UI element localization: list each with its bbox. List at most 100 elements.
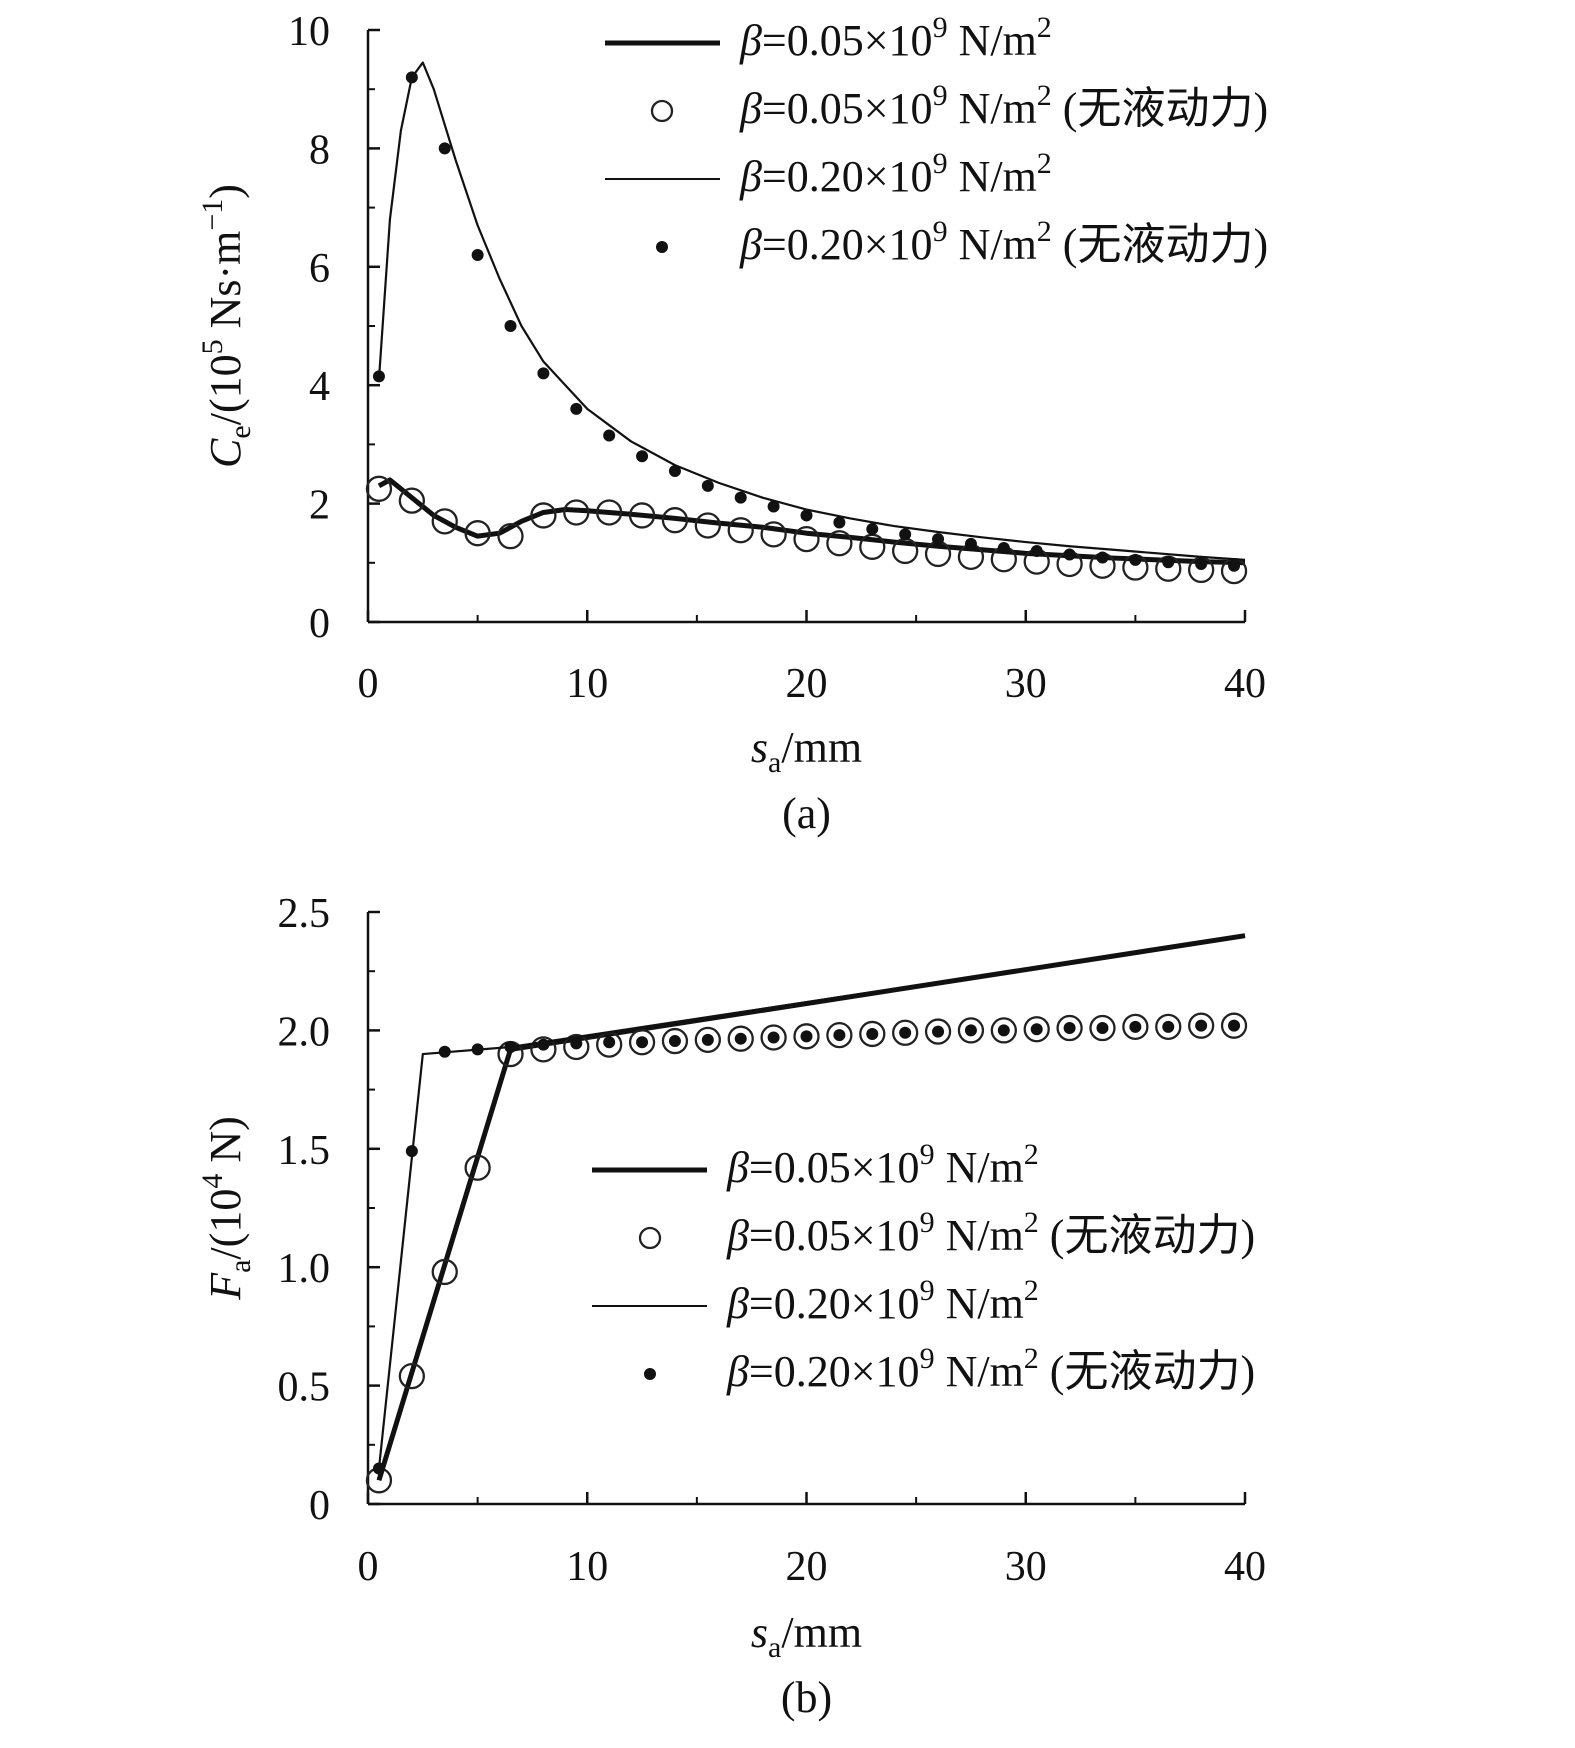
data-point-open — [596, 499, 623, 526]
data-point-open — [694, 1026, 721, 1054]
data-point-open — [530, 1036, 557, 1063]
legend-open-circle-swatch — [650, 99, 674, 123]
panel-label: (a) — [782, 789, 831, 838]
data-point-open — [661, 1027, 689, 1055]
data-point-filled — [800, 1030, 813, 1043]
data-point-filled — [603, 429, 616, 442]
data-point-filled — [1063, 548, 1076, 561]
x-tick-label: 10 — [566, 661, 608, 707]
data-point-open — [924, 1018, 952, 1045]
data-point-filled — [800, 509, 813, 522]
x-tick-label: 0 — [358, 1544, 379, 1590]
data-point-filled — [1129, 553, 1142, 566]
x-tick-label: 20 — [786, 661, 828, 707]
x-tick-label: 30 — [1005, 1544, 1047, 1590]
legend-dot-swatch — [644, 1368, 656, 1380]
y-axis-label: Fa/(104 N) — [196, 1116, 257, 1301]
data-point-filled — [405, 1145, 418, 1158]
data-point-filled — [570, 1037, 583, 1050]
x-axis-label: sa/mm — [751, 723, 862, 779]
panel-label: (b) — [781, 1673, 832, 1722]
y-tick-label: 8 — [309, 127, 330, 173]
data-point-filled — [899, 528, 912, 541]
data-point-open — [826, 1021, 853, 1049]
data-point-filled — [964, 537, 977, 550]
data-point-filled — [636, 450, 649, 463]
legend-label: β=0.05×109 N/m2 (无液动力) — [726, 1206, 1255, 1260]
data-point-filled — [1228, 559, 1241, 572]
data-point-filled — [1096, 551, 1109, 564]
x-tick-label: 20 — [786, 1544, 828, 1590]
data-point-open — [661, 507, 689, 534]
series-line — [377, 61, 1246, 561]
data-point-filled — [1195, 557, 1208, 570]
data-point-open — [694, 512, 721, 539]
data-point-open — [1089, 1014, 1116, 1042]
legend-label: β=0.05×109 N/m2 — [739, 11, 1052, 65]
data-point-filled — [932, 1025, 945, 1038]
x-tick-label: 10 — [566, 1544, 608, 1590]
data-point-filled — [636, 1036, 649, 1049]
data-point-open — [1122, 1013, 1149, 1040]
data-point-open — [563, 1033, 590, 1061]
x-tick-label: 40 — [1224, 661, 1266, 707]
data-point-filled — [866, 1027, 879, 1040]
data-point-filled — [734, 491, 747, 504]
legend: β=0.05×109 N/m2 β=0.05×109 N/m2 (无液动力) β=0… — [592, 1138, 1255, 1396]
data-point-open — [1023, 1016, 1050, 1043]
data-point-filled — [603, 1036, 616, 1049]
data-point-filled — [438, 1045, 451, 1058]
series-1 — [376, 933, 1246, 1482]
data-point-filled — [997, 1024, 1010, 1037]
data-point-open — [859, 1020, 886, 1048]
data-point-filled — [471, 248, 484, 261]
data-point-open — [990, 1017, 1017, 1044]
data-point-open — [793, 525, 820, 553]
data-point-filled — [504, 1040, 517, 1053]
data-point-open — [431, 508, 458, 535]
legend-entry: β=0.20×109 N/m2 — [592, 1274, 1039, 1328]
data-point-filled — [570, 402, 583, 415]
series-4 — [372, 1019, 1241, 1475]
legend-label: β=0.20×109 N/m2 (无液动力) — [739, 215, 1268, 269]
data-point-filled — [1063, 1022, 1076, 1035]
legend-entry: β=0.05×109 N/m2 — [605, 11, 1052, 65]
data-point-open — [1056, 1014, 1083, 1042]
data-point-open — [563, 499, 590, 526]
y-tick-label: 2 — [309, 483, 330, 529]
y-tick-label: 0 — [309, 601, 330, 647]
data-point-open — [1155, 1013, 1182, 1040]
data-point-filled — [1030, 1023, 1043, 1036]
legend-label: β=0.05×109 N/m2 (无液动力) — [739, 79, 1268, 133]
data-point-filled — [866, 523, 879, 536]
data-point-filled — [537, 1038, 550, 1051]
data-point-open — [464, 520, 491, 547]
y-tick-label: 2.0 — [278, 1009, 331, 1055]
y-tick-label: 6 — [309, 246, 330, 292]
data-point-open — [365, 475, 393, 502]
data-point-open — [826, 530, 853, 557]
data-point-filled — [833, 516, 846, 529]
data-point-filled — [899, 1026, 912, 1039]
legend-dot-swatch — [656, 241, 668, 253]
legend-label: β=0.05×109 N/m2 — [726, 1138, 1039, 1192]
series-line — [376, 933, 1246, 1482]
data-point-filled — [734, 1032, 747, 1045]
data-point-open — [892, 1019, 919, 1046]
data-point-filled — [767, 1031, 780, 1044]
x-tick-label: 40 — [1224, 1544, 1266, 1590]
data-point-open — [957, 1017, 985, 1044]
data-point-filled — [668, 1035, 681, 1048]
data-point-open — [464, 1154, 491, 1181]
data-point-open — [398, 1362, 426, 1390]
series-4 — [372, 71, 1241, 572]
legend-entry: β=0.05×109 N/m2 — [592, 1138, 1039, 1192]
data-point-open — [497, 523, 524, 550]
data-point-filled — [372, 370, 385, 383]
series-3 — [377, 61, 1246, 561]
data-point-filled — [701, 1033, 714, 1046]
series-line — [377, 934, 1246, 1469]
data-point-filled — [438, 142, 451, 155]
data-point-filled — [668, 465, 681, 478]
